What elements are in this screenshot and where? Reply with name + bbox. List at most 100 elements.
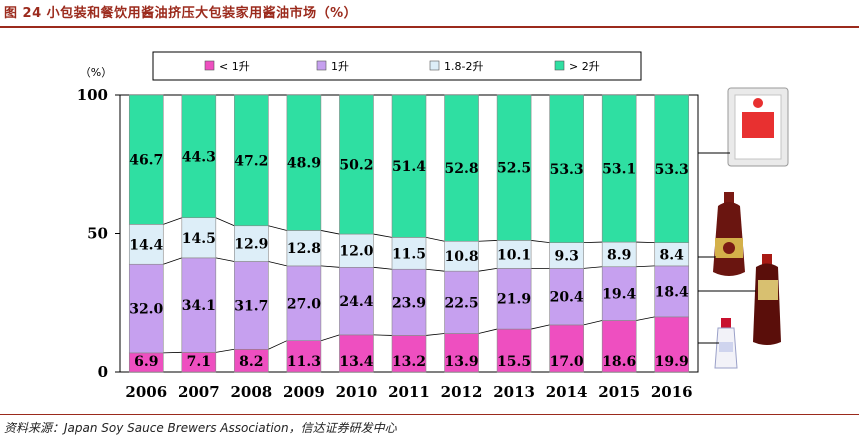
legend-label: 1.8-2升 <box>444 60 483 73</box>
connector-line <box>320 230 340 235</box>
data-label: 18.6 <box>602 354 636 370</box>
source-note: 资料来源：Japan Soy Sauce Brewers Association… <box>4 421 397 435</box>
data-label: 47.2 <box>234 153 268 169</box>
connector-line <box>163 351 182 354</box>
data-label: 27.0 <box>287 296 321 312</box>
connector-line <box>583 320 603 326</box>
connector-line <box>268 261 288 267</box>
connector-line <box>320 334 340 342</box>
bar-segment <box>654 265 690 318</box>
connector-line <box>425 333 445 336</box>
connector-line <box>636 241 655 244</box>
x-tick-label: 2013 <box>493 383 535 401</box>
small-bottle-illustration <box>714 318 738 369</box>
data-label: 13.4 <box>339 354 373 370</box>
y-tick-label: 50 <box>87 225 108 243</box>
bar-segment <box>181 257 217 353</box>
x-tick-label: 2006 <box>125 383 167 401</box>
legend-swatch <box>429 60 440 71</box>
connector-line <box>268 340 288 350</box>
bar-segment <box>286 340 322 373</box>
bar-segment <box>286 94 322 231</box>
connector-line <box>215 217 235 227</box>
bar-segment <box>549 94 584 243</box>
connector-line <box>215 348 235 353</box>
connector-line <box>320 265 340 268</box>
title-rule <box>0 26 859 28</box>
source-rule <box>0 414 859 415</box>
connector-line <box>478 268 498 272</box>
connector-line <box>583 266 603 269</box>
data-label: 50.2 <box>339 158 373 174</box>
data-label: 9.3 <box>554 249 578 265</box>
x-tick-label: 2009 <box>283 383 325 401</box>
bar-segment <box>496 94 532 241</box>
x-tick-label: 2015 <box>598 383 640 401</box>
bar-segment <box>339 334 374 373</box>
x-axis: 2006 2007 2008 2009 2010 2011 2012 2013 2014 2015… <box>125 383 692 401</box>
bar-segment <box>234 94 269 227</box>
data-label: 14.5 <box>182 231 216 247</box>
data-label: 12.9 <box>234 237 268 253</box>
data-label: 48.9 <box>287 156 321 172</box>
data-label: 12.8 <box>287 241 321 257</box>
connector-line <box>636 316 655 321</box>
data-label: 8.2 <box>239 354 263 370</box>
bar-segment <box>339 266 374 336</box>
bar-segment <box>601 94 637 243</box>
x-tick-label: 2010 <box>336 383 378 401</box>
bar-segment <box>181 94 217 219</box>
bar-segment <box>181 217 217 259</box>
x-tick-label: 2014 <box>546 383 588 401</box>
connector-line <box>373 334 393 336</box>
data-label: 10.8 <box>444 249 478 265</box>
x-tick-label: 2011 <box>388 383 430 401</box>
bar-segment <box>234 225 269 262</box>
data-label: 19.4 <box>602 287 636 303</box>
bar-segment <box>339 233 374 268</box>
data-label: 10.1 <box>497 247 531 263</box>
bar-segment <box>391 268 427 336</box>
data-label: 14.4 <box>129 237 163 253</box>
bar-segment <box>391 335 427 373</box>
bar-segment <box>444 333 479 373</box>
data-label: 7.1 <box>187 354 211 370</box>
bar-segment <box>234 261 269 350</box>
connector-line <box>268 225 288 231</box>
segment-connectors <box>163 217 655 354</box>
data-label: 23.9 <box>392 295 426 311</box>
data-label: 15.5 <box>497 354 531 370</box>
x-tick-label: 2007 <box>178 383 220 401</box>
x-tick-label: 2016 <box>651 383 693 401</box>
connector-line <box>531 240 550 244</box>
y-tick-label: 100 <box>77 86 108 104</box>
y-tick-label: 0 <box>98 363 108 381</box>
data-label: 17.0 <box>550 354 584 370</box>
bar-segment <box>391 237 427 270</box>
data-label: 24.4 <box>339 294 373 310</box>
legend-label: > 2升 <box>569 60 600 73</box>
data-label: 8.4 <box>660 247 685 263</box>
connector-line <box>636 265 655 268</box>
connector-line <box>478 240 498 242</box>
data-label: 53.3 <box>655 162 689 178</box>
bar-segment <box>444 270 479 334</box>
glass-bottle-illustration <box>713 192 745 276</box>
data-label: 52.8 <box>444 161 478 177</box>
connector-line <box>163 257 182 265</box>
bar-segment <box>496 328 532 373</box>
data-label: 51.4 <box>392 159 426 175</box>
legend: < 1升 1升 1.8-2升 > 2升 <box>152 51 642 81</box>
bar-segment <box>339 94 374 235</box>
legend-label: 1升 <box>331 60 349 73</box>
connector-line <box>425 268 445 272</box>
large-can-illustration <box>727 87 789 167</box>
data-label: 31.7 <box>234 298 268 314</box>
x-tick-label: 2012 <box>441 383 483 401</box>
data-label: 13.2 <box>392 354 426 370</box>
bar-segment <box>391 94 427 238</box>
connector-line <box>163 217 182 225</box>
data-label: 12.0 <box>339 244 373 260</box>
data-label: 52.5 <box>497 161 531 177</box>
bar-segment <box>654 94 690 243</box>
